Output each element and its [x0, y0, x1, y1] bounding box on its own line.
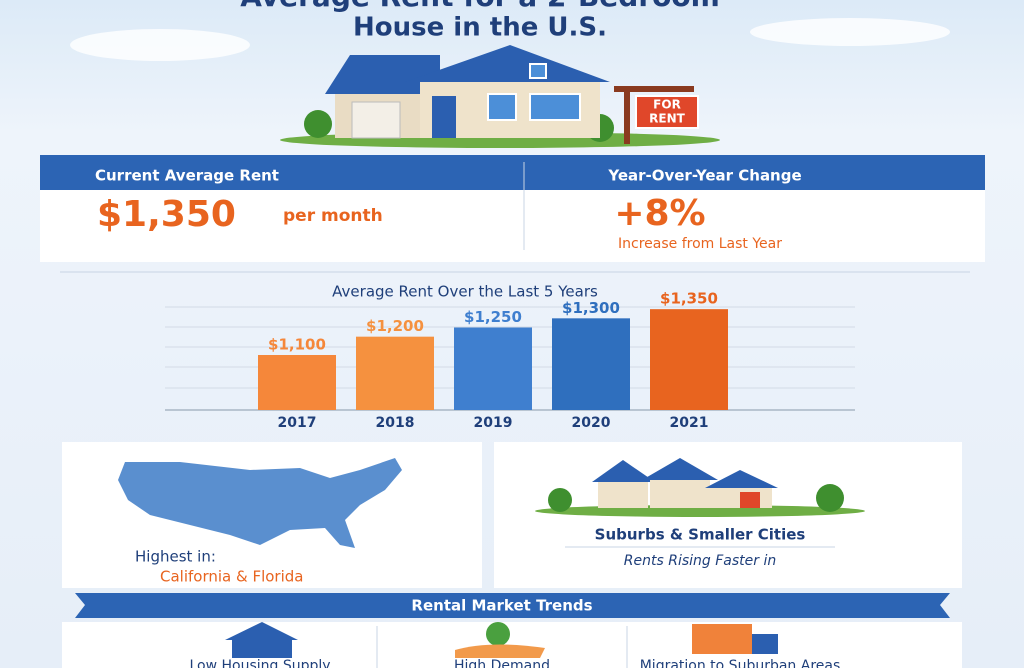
region-label: Suburbs & Smaller Cities	[595, 526, 806, 544]
us-map	[118, 458, 402, 548]
yoy-note: Increase from Last Year	[618, 236, 782, 252]
bar	[258, 355, 336, 410]
ribbon	[75, 593, 950, 618]
value-label: $1,250	[464, 308, 522, 326]
region-label: Highest in:	[135, 548, 216, 566]
card-label: Current Average Rent	[95, 167, 279, 185]
sign-text: RENT	[649, 112, 685, 126]
value-label: $1,350	[660, 290, 718, 308]
ribbon-title: Rental Market Trends	[411, 597, 592, 615]
value-label: $1,200	[366, 317, 424, 335]
trend-item: High Demand	[454, 658, 550, 668]
bar-chart: 2017 $1,100 2018 $1,200 2019 $1,250 2020 $1,300…	[258, 290, 728, 431]
cloud	[750, 18, 950, 46]
bar	[454, 327, 532, 410]
current-rent: $1,350	[97, 194, 236, 235]
trend-icons	[225, 622, 778, 658]
x-tick-label: 2021	[670, 415, 709, 431]
trend-item: Migration to Suburban Areas	[640, 658, 841, 668]
yoy-change: +8%	[614, 193, 705, 234]
x-tick-label: 2019	[474, 415, 513, 431]
x-tick-label: 2018	[376, 415, 415, 431]
title-line: Average Rent for a 2-Bedroom	[240, 0, 720, 13]
bar	[650, 309, 728, 410]
title-line: House in the U.S.	[353, 13, 607, 43]
cloud	[70, 29, 250, 61]
value-label: $1,300	[562, 299, 620, 317]
chart-title: Average Rent Over the Last 5 Years	[332, 283, 598, 301]
summary-header	[40, 155, 985, 190]
bar	[356, 336, 434, 410]
house-illustration	[280, 45, 720, 148]
region-value: California & Florida	[160, 568, 303, 586]
x-tick-label: 2017	[278, 415, 317, 431]
suburb-illustration	[535, 458, 865, 517]
region-note: Rents Rising Faster in	[624, 553, 776, 569]
sign-text: FOR	[653, 98, 681, 112]
trend-item: Low Housing Supply	[189, 658, 330, 668]
x-tick-label: 2020	[572, 415, 611, 431]
value-label: $1,100	[268, 336, 326, 354]
rent-unit: per month	[283, 206, 383, 226]
card-label: Year-Over-Year Change	[607, 167, 801, 185]
bar	[552, 318, 630, 410]
